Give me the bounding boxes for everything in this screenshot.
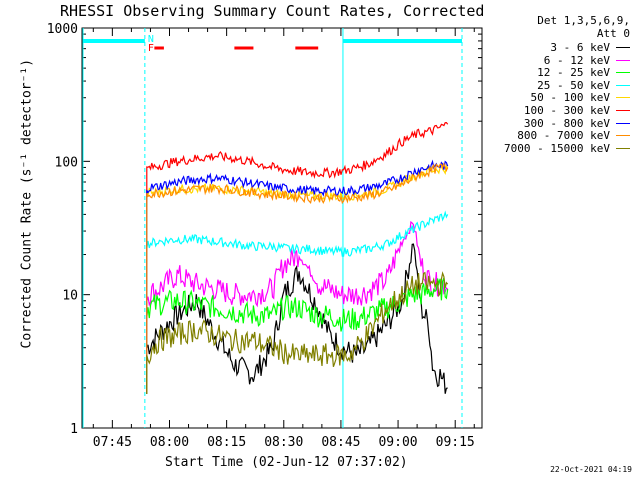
legend-entry: 800 - 7000 keV bbox=[517, 129, 630, 142]
legend-swatch bbox=[616, 122, 630, 124]
series-line-100-300keV bbox=[146, 121, 449, 394]
x-tick-label: 09:15 bbox=[436, 435, 475, 450]
timestamp: 22-Oct-2021 04:19 bbox=[550, 465, 632, 474]
flag-label-n: N bbox=[148, 34, 154, 45]
series-line-800-7000keV bbox=[146, 162, 449, 394]
series-line-12-25keV bbox=[146, 277, 449, 394]
legend-entry: 6 - 12 keV bbox=[544, 54, 630, 67]
y-tick-label: 10 bbox=[62, 289, 78, 304]
legend-label: 800 - 7000 keV bbox=[517, 129, 610, 143]
legend-label: 3 - 6 keV bbox=[550, 41, 610, 54]
legend-label: 25 - 50 keV bbox=[537, 78, 610, 92]
legend-swatch bbox=[616, 47, 630, 48]
legend-entry: 25 - 50 keV bbox=[537, 79, 630, 92]
legend-entry: 100 - 300 keV bbox=[524, 104, 630, 117]
chart-title: RHESSI Observing Summary Count Rates, Co… bbox=[60, 2, 485, 20]
y-axis-label: Corrected Count Rate (s⁻¹ detector⁻¹) bbox=[19, 58, 35, 349]
legend-swatch bbox=[616, 110, 630, 111]
legend-entry: 3 - 6 keV bbox=[550, 41, 630, 54]
y-tick-label: 1000 bbox=[47, 22, 78, 37]
legend-label: 50 - 100 keV bbox=[530, 91, 610, 105]
legend-label: 100 - 300 keV bbox=[523, 104, 610, 117]
x-tick-label: 09:00 bbox=[378, 435, 417, 450]
legend-label: 300 - 800 keV bbox=[523, 116, 610, 130]
legend-header-line-1: Det 1,3,5,6,9, bbox=[537, 14, 630, 27]
x-axis-label: Start Time (02-Jun-12 07:37:02) bbox=[165, 455, 408, 470]
legend-entry: 50 - 100 keV bbox=[531, 91, 630, 104]
x-tick-label: 08:30 bbox=[264, 435, 303, 450]
series-line-3-6keV bbox=[146, 243, 448, 394]
legend-swatch bbox=[616, 97, 630, 99]
y-tick-label: 1 bbox=[70, 422, 78, 437]
legend-label: 12 - 25 keV bbox=[537, 66, 610, 80]
legend-label: 6 - 12 keV bbox=[543, 53, 610, 67]
legend-swatch bbox=[616, 84, 630, 86]
x-tick-label: 07:45 bbox=[93, 435, 132, 450]
legend-swatch bbox=[616, 135, 630, 137]
legend-swatch bbox=[616, 59, 630, 61]
legend-swatch bbox=[616, 147, 630, 149]
legend-header-line-2: Att 0 bbox=[596, 27, 630, 40]
legend-entry: 300 - 800 keV bbox=[524, 117, 630, 130]
y-tick-label: 100 bbox=[55, 155, 78, 170]
flag-label-f: F bbox=[148, 43, 154, 54]
legend-swatch bbox=[616, 72, 630, 74]
x-tick-label: 08:00 bbox=[150, 435, 189, 450]
legend-entry: 7000 - 15000 keV bbox=[504, 142, 630, 155]
plot-frame bbox=[81, 27, 483, 429]
series-line-7000-15000keV bbox=[146, 271, 449, 394]
series-line-300-800keV bbox=[146, 159, 449, 394]
series-line-6-12keV bbox=[146, 220, 449, 394]
series-line-25-50keV bbox=[146, 210, 449, 394]
legend-entry: 12 - 25 keV bbox=[537, 66, 630, 79]
x-tick-label: 08:45 bbox=[321, 435, 360, 450]
legend-label: 7000 - 15000 keV bbox=[504, 141, 610, 155]
x-tick-label: 08:15 bbox=[207, 435, 246, 450]
